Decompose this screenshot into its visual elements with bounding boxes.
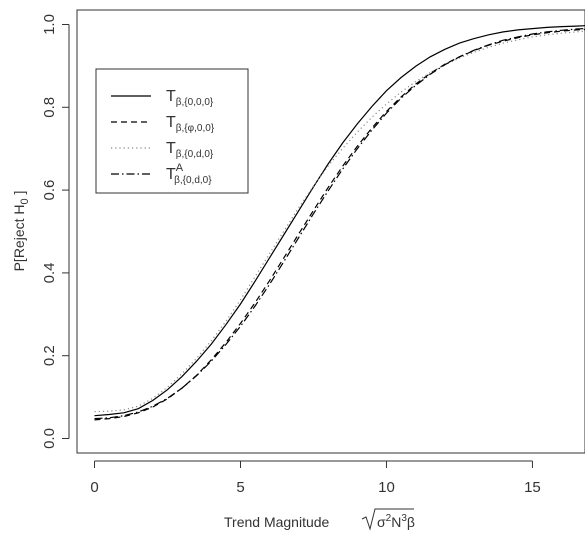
y-axis-title-subscript: 0: [19, 198, 31, 204]
x-axis-title: Trend Magnitude σ2N3β: [224, 508, 415, 531]
y-tick-label: 0.4: [41, 262, 58, 283]
legend-box: [95, 68, 249, 194]
y-axis: 0.0 0.2 0.4 0.6 0.8 1.0: [41, 14, 70, 449]
x-tick-label: 10: [378, 479, 395, 496]
x-axis-title-prefix: Trend Magnitude: [224, 514, 330, 530]
x-axis-title-n-power: 3: [401, 513, 407, 524]
y-axis-title-main: P[Reject H: [11, 204, 27, 271]
legend: Tβ,{0,0,0} Tβ,{φ,0,0} Tβ,{0,d,0}TA β,{0,d,0…: [95, 68, 249, 194]
x-axis: 0 5 10 15: [90, 460, 541, 496]
series-line-3: [94, 30, 585, 413]
x-tick-label: 0: [90, 479, 98, 496]
x-axis-title-beta: β: [407, 514, 415, 530]
y-tick-label: 0.6: [41, 180, 58, 201]
x-tick-label: 5: [236, 479, 244, 496]
x-axis-title-radicand: σ2N3β: [377, 513, 415, 530]
legend-label-4: TA β,{0,d,0}: [166, 162, 212, 186]
y-tick-label: 1.0: [41, 14, 58, 35]
x-axis-title-sigma: σ: [377, 514, 386, 530]
y-axis-title: P[Reject H0 ]: [11, 191, 31, 272]
series-line-4: [94, 28, 585, 420]
x-tick-label: 15: [524, 479, 541, 496]
series-layer: [94, 25, 585, 421]
y-tick-label: 0.8: [41, 97, 58, 118]
series-line-2: [94, 28, 585, 421]
sqrt-sign-icon: [361, 508, 414, 531]
plot-frame: [76, 9, 585, 454]
legend-label-2: Tβ,{φ,0,0}: [166, 114, 215, 134]
y-axis-title-close: ]: [11, 191, 27, 199]
y-tick-label: 0.2: [41, 345, 58, 366]
legend-label-1: Tβ,{0,0,0}: [166, 88, 214, 108]
y-tick-label: 0.0: [41, 428, 58, 449]
x-axis-title-n: N: [391, 514, 401, 530]
legend-label-3: Tβ,{0,d,0}: [166, 140, 214, 160]
x-axis-title-sigma-power: 2: [386, 513, 392, 524]
series-line-1: [94, 25, 585, 417]
